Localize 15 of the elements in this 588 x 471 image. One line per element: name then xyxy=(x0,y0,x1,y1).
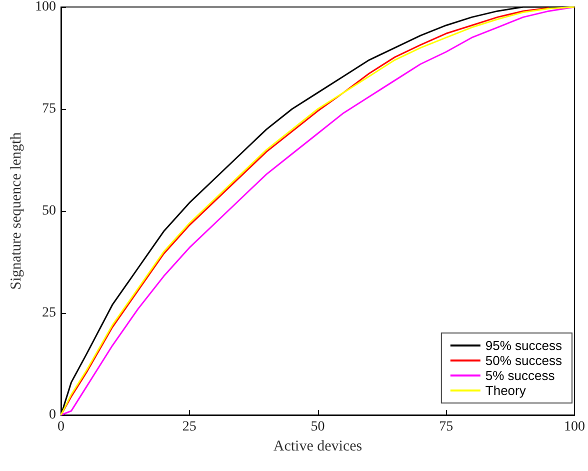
x-tick-label: 75 xyxy=(439,420,454,434)
x-tick-label: 50 xyxy=(310,420,325,434)
y-tick-label: 100 xyxy=(35,0,56,14)
y-tick-label: 75 xyxy=(42,102,56,116)
legend-label: 95% success xyxy=(485,338,562,353)
x-tick-label: 100 xyxy=(564,420,585,434)
x-axis-title: Active devices xyxy=(273,438,362,454)
x-tick-label: 25 xyxy=(182,420,196,434)
y-tick-label: 25 xyxy=(42,306,56,320)
legend-label: Theory xyxy=(485,383,526,398)
y-tick-label: 50 xyxy=(42,204,56,218)
legend-label: 5% success xyxy=(485,368,556,383)
y-axis-title: Signature sequence length xyxy=(8,132,25,290)
legend-label: 50% success xyxy=(485,353,562,368)
y-tick-label: 0 xyxy=(49,408,56,422)
